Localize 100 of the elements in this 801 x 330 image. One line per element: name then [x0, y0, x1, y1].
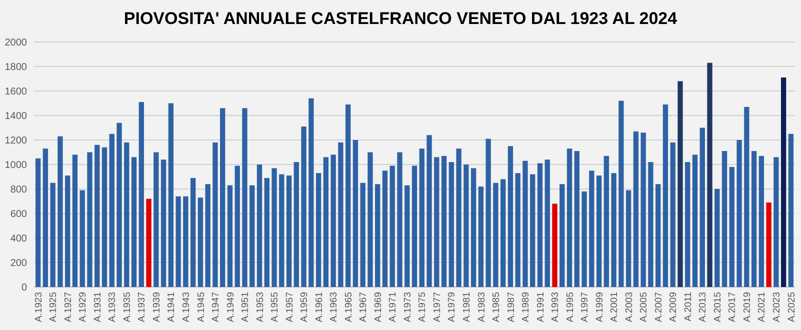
bar	[478, 186, 484, 287]
bar	[42, 148, 48, 287]
bar	[160, 160, 166, 287]
x-tick-label: A.1981	[461, 292, 472, 322]
bar	[176, 196, 181, 287]
bar	[604, 156, 609, 287]
bar	[124, 142, 130, 287]
bar	[670, 142, 676, 287]
bar	[692, 154, 698, 287]
bar	[198, 198, 204, 287]
bar	[470, 168, 476, 287]
bar	[751, 151, 757, 287]
bar	[552, 204, 558, 287]
x-tick-label: A.1927	[62, 292, 74, 322]
bar	[780, 78, 786, 287]
x-tick-label: A.1955	[270, 292, 281, 322]
bar	[50, 182, 56, 287]
x-tick-label: A.1949	[225, 292, 236, 322]
bar	[707, 62, 712, 287]
bar	[574, 151, 580, 287]
y-tick-label: 1200	[4, 136, 28, 146]
x-tick-label: A.1935	[122, 292, 133, 322]
bar	[168, 103, 174, 287]
bar	[456, 148, 462, 287]
bar	[633, 131, 639, 287]
bar	[368, 152, 373, 287]
bar	[154, 152, 159, 287]
bar	[486, 138, 491, 287]
x-tick-label: A.1933	[107, 292, 118, 322]
x-tick-label: A.1983	[476, 292, 488, 322]
bar	[626, 190, 632, 287]
bar	[758, 156, 764, 287]
bar	[382, 170, 388, 287]
bar	[530, 174, 536, 287]
bar	[80, 190, 85, 287]
chart-title: PIOVOSITA' ANNUALE CASTELFRANCO VENETO DAL 1923 AL 2024	[124, 9, 678, 28]
bar	[338, 142, 344, 287]
y-tick-label: 1800	[4, 62, 28, 73]
bar	[72, 154, 78, 287]
x-tick-label: A.1963	[328, 292, 340, 322]
y-tick-label: 400	[10, 234, 28, 244]
x-tick-label: A.1977	[432, 292, 443, 322]
bar	[279, 174, 284, 287]
bar	[35, 158, 41, 287]
x-tick-label: A.2017	[727, 292, 738, 322]
bar	[685, 162, 690, 287]
x-tick-label: A.2021	[756, 292, 768, 322]
x-tick-label: A.2019	[742, 292, 753, 322]
bar	[441, 156, 447, 287]
y-tick-label: 1000	[4, 160, 28, 171]
bar	[360, 182, 366, 287]
x-tick-label: A.2025	[786, 292, 798, 322]
x-tick-label: A.1961	[314, 292, 325, 322]
bar	[131, 157, 137, 287]
y-tick-label: 1400	[4, 111, 28, 122]
bar	[774, 157, 779, 287]
bar	[190, 178, 196, 287]
bar	[404, 185, 410, 287]
bar	[582, 191, 587, 287]
bar	[330, 154, 336, 287]
bar	[662, 104, 668, 287]
y-tick-label: 2000	[4, 38, 28, 48]
bar	[301, 126, 306, 287]
x-tick-label: A.1975	[417, 292, 428, 322]
x-tick-label: A.1959	[299, 292, 310, 322]
bar	[515, 173, 520, 287]
bar	[766, 202, 772, 287]
bar	[714, 189, 720, 287]
y-tick-label: 1600	[4, 86, 28, 98]
bar	[700, 128, 705, 287]
x-tick-label: A.1995	[564, 292, 576, 322]
bar	[618, 100, 624, 287]
bar	[286, 176, 292, 287]
bar	[264, 178, 270, 287]
x-tick-label: A.2011	[682, 292, 694, 322]
x-tick-label: A.1991	[535, 292, 546, 322]
x-tick-label: A.1931	[92, 292, 104, 322]
bar	[611, 173, 616, 287]
x-tick-label: A.1997	[580, 292, 591, 322]
x-tick-label: A.1993	[550, 292, 562, 322]
bar	[640, 132, 646, 287]
x-tick-label: A.1939	[151, 292, 162, 322]
x-tick-label: A.1945	[196, 292, 207, 322]
x-tick-label: A.1965	[343, 292, 354, 322]
bar	[655, 184, 661, 287]
bar	[220, 108, 226, 287]
bar	[544, 160, 550, 287]
x-tick-label: A.2009	[668, 292, 680, 322]
bar	[212, 142, 218, 287]
bar	[65, 176, 70, 287]
x-tick-label: A.1987	[506, 292, 517, 322]
x-tick-label: A.2005	[638, 292, 650, 322]
x-tick-label: A.1999	[594, 292, 606, 322]
bar	[183, 196, 188, 287]
bar	[508, 146, 514, 287]
bar	[308, 98, 314, 287]
x-tick-label: A.1941	[166, 292, 178, 322]
bar	[464, 164, 469, 287]
y-tick-label: 200	[10, 258, 28, 269]
bar	[722, 151, 728, 287]
